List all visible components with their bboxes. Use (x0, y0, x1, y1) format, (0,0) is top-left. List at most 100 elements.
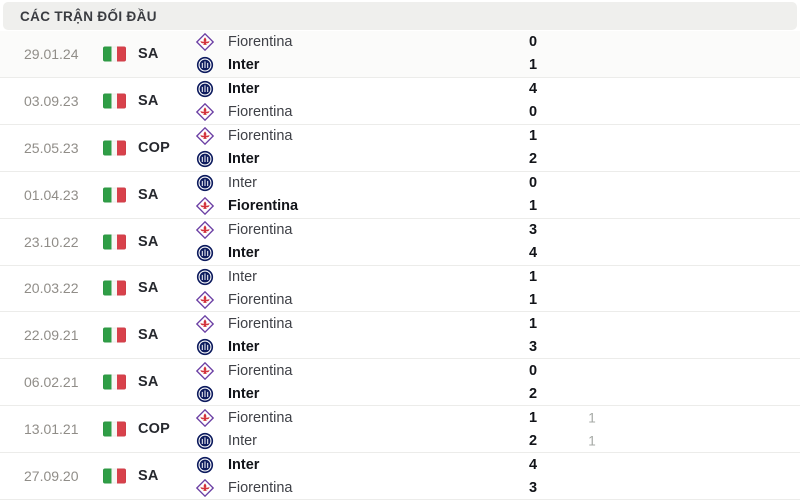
team-score: 1 (528, 269, 538, 285)
match-date: 27.09.20 (24, 468, 79, 485)
inter-logo-icon (196, 432, 214, 450)
match-date: 22.09.21 (24, 327, 79, 344)
italy-flag-icon (103, 93, 126, 109)
competition-label: SA (138, 327, 159, 344)
team-name[interactable]: Inter (228, 151, 260, 168)
fiorentina-logo-icon (196, 103, 214, 122)
team-line: Inter 3 (0, 335, 800, 358)
match-date: 13.01.21 (24, 421, 79, 438)
fiorentina-logo-icon (196, 314, 214, 333)
match-row[interactable]: 01.04.23 SA Inter 0 Fiorentina 1 (0, 171, 800, 219)
match-row[interactable]: 23.10.22 SA Fiorentina 3 Inter 4 (0, 218, 800, 266)
team-score: 3 (528, 222, 538, 239)
italy-flag-icon (103, 46, 126, 62)
italy-flag-icon (103, 421, 126, 437)
match-date: 25.05.23 (24, 139, 79, 156)
competition-label: COP (138, 421, 171, 438)
team-score: 0 (528, 362, 538, 379)
team-name[interactable]: Fiorentina (228, 198, 299, 215)
italy-flag-icon (103, 187, 126, 203)
match-row[interactable]: 06.02.21 SA Fiorentina 0 Inter 2 (0, 359, 800, 407)
team-name[interactable]: Inter (228, 81, 260, 98)
match-date: 03.09.23 (24, 92, 79, 109)
italy-flag-icon (103, 140, 126, 156)
team-score: 2 (528, 151, 538, 168)
team-score: 4 (528, 456, 538, 473)
inter-logo-icon (196, 244, 214, 262)
match-date: 01.04.23 (24, 186, 79, 203)
team-name[interactable]: Fiorentina (228, 362, 293, 379)
team-score: 1 (528, 198, 538, 215)
fiorentina-logo-icon (196, 290, 214, 309)
team-name[interactable]: Fiorentina (228, 479, 293, 496)
team-score: 3 (528, 479, 538, 496)
inter-logo-icon (196, 385, 214, 403)
inter-logo-icon (196, 338, 214, 356)
match-row[interactable]: 03.09.23 SA Inter 4 Fiorentina 0 (0, 77, 800, 125)
inter-logo-icon (196, 268, 214, 286)
team-line: Inter 4 (0, 78, 800, 101)
match-date: 06.02.21 (24, 374, 79, 391)
team-name[interactable]: Inter (228, 385, 260, 402)
competition-label: SA (138, 45, 159, 62)
competition-label: SA (138, 186, 159, 203)
competition-label: SA (138, 92, 159, 109)
team-line: Fiorentina 1 (0, 288, 800, 311)
team-score: 1 (528, 315, 538, 332)
match-date: 20.03.22 (24, 280, 79, 297)
match-row[interactable]: 22.09.21 SA Fiorentina 1 Inter 3 (0, 312, 800, 360)
inter-logo-icon (196, 174, 214, 192)
fiorentina-logo-icon (196, 221, 214, 240)
team-line: Inter 1 (0, 266, 800, 289)
team-line: Fiorentina 3 (0, 219, 800, 242)
team-line: Inter 1 (0, 54, 800, 77)
team-score: 3 (528, 338, 538, 355)
team-name[interactable]: Inter (228, 432, 258, 449)
team-name[interactable]: Fiorentina (228, 222, 293, 239)
inter-logo-icon (196, 80, 214, 98)
match-row[interactable]: 25.05.23 COP Fiorentina 1 Inter 2 (0, 124, 800, 172)
team-line: Inter 4 (0, 242, 800, 265)
team-score: 0 (528, 175, 538, 192)
competition-label: SA (138, 233, 159, 250)
team-score: 4 (528, 245, 538, 262)
match-row[interactable]: 20.03.22 SA Inter 1 Fiorentina 1 (0, 265, 800, 313)
team-score: 1 (528, 291, 538, 308)
competition-label: COP (138, 139, 171, 156)
team-name[interactable]: Fiorentina (228, 291, 293, 308)
penalty-score: 1 (588, 410, 596, 426)
team-name[interactable]: Fiorentina (228, 409, 293, 426)
team-name[interactable]: Inter (228, 175, 258, 192)
match-row[interactable]: 27.09.20 SA Inter 4 Fiorentina 3 (0, 453, 800, 500)
team-name[interactable]: Fiorentina (228, 104, 293, 121)
team-name[interactable]: Fiorentina (228, 315, 293, 332)
team-line: Fiorentina 3 (0, 476, 800, 499)
section-header: CÁC TRẬN ĐỐI ĐẦU (3, 2, 797, 30)
match-row[interactable]: 29.01.24 SA Fiorentina 0 Inter 1 (0, 31, 800, 78)
team-line: Inter 2 (0, 148, 800, 171)
team-score: 1 (528, 409, 538, 426)
competition-label: SA (138, 374, 159, 391)
team-line: Fiorentina 0 (0, 359, 800, 382)
team-name[interactable]: Fiorentina (228, 128, 293, 145)
team-line: Inter 4 (0, 453, 800, 476)
italy-flag-icon (103, 327, 126, 343)
team-name[interactable]: Inter (228, 269, 258, 285)
team-score: 0 (528, 34, 538, 51)
match-list: 29.01.24 SA Fiorentina 0 Inter 1 03.09.23 SA Int… (0, 31, 800, 500)
competition-label: SA (138, 280, 159, 297)
team-name[interactable]: Inter (228, 456, 260, 473)
team-line: Fiorentina 1 (0, 125, 800, 148)
team-name[interactable]: Inter (228, 57, 260, 74)
fiorentina-logo-icon (196, 197, 214, 216)
team-score: 4 (528, 81, 538, 98)
team-name[interactable]: Inter (228, 338, 260, 355)
team-score: 2 (528, 385, 538, 402)
team-name[interactable]: Inter (228, 245, 260, 262)
team-score: 1 (528, 57, 538, 74)
match-row[interactable]: 13.01.21 COP Fiorentina 1 1 Inter 2 1 (0, 406, 800, 454)
team-name[interactable]: Fiorentina (228, 34, 293, 51)
team-line: Fiorentina 1 (0, 195, 800, 218)
team-line: Inter 2 (0, 382, 800, 405)
